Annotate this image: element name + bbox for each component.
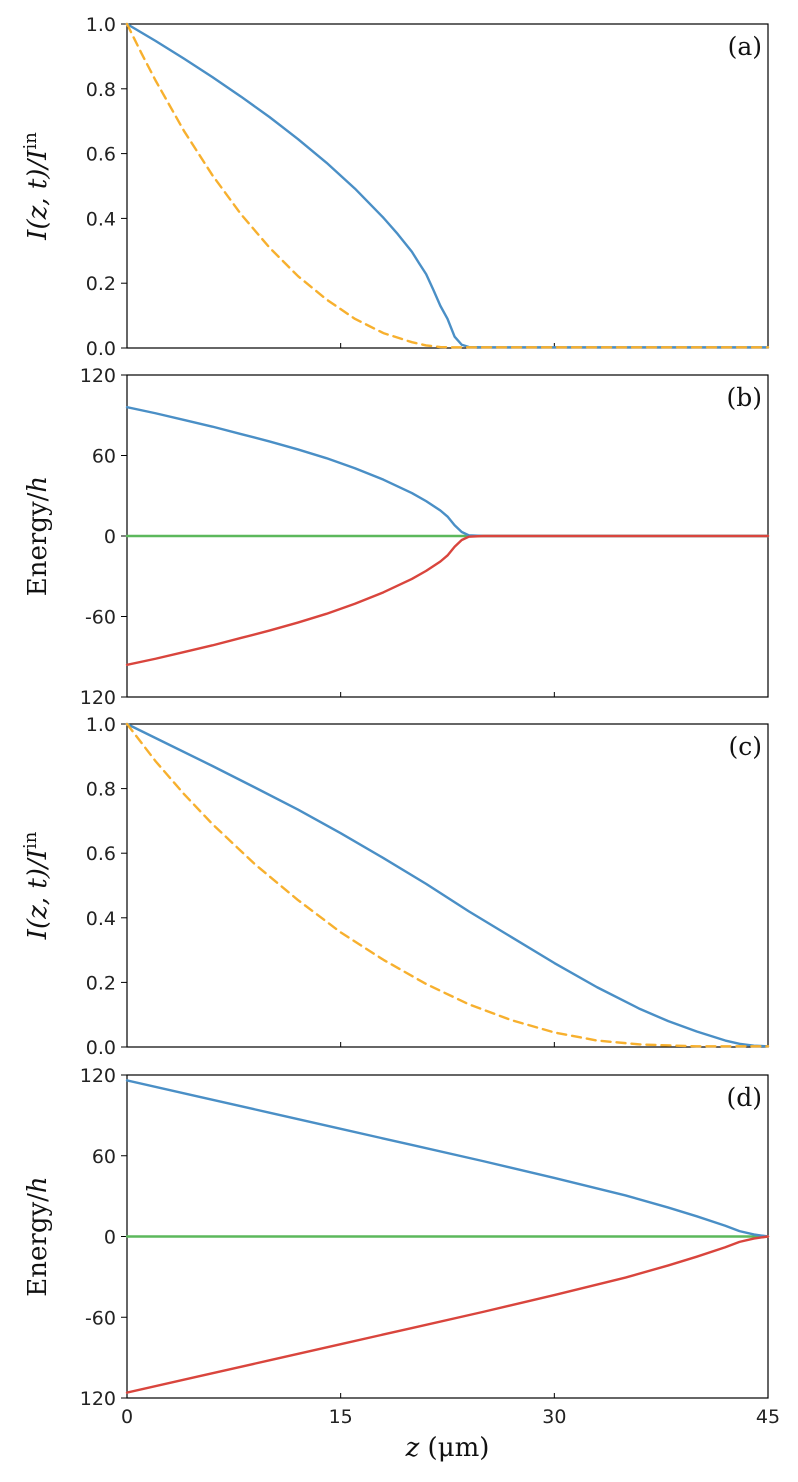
- y-tick-label: 60: [92, 446, 116, 468]
- y-tick-label: -60: [85, 1307, 116, 1329]
- y-tick-label: 0.0: [86, 1037, 116, 1059]
- panel-b-series-lower: [125, 534, 770, 666]
- y-tick-label: 120: [80, 687, 116, 709]
- panel-a: 0.0 0.2 0.4 0.6 0.8 1.0 I(z, t)/Iin (a): [20, 14, 770, 360]
- y-tick-label: 120: [80, 365, 116, 387]
- panel-a-tag: (a): [728, 32, 762, 61]
- x-tick-label: 0: [121, 1406, 133, 1428]
- panel-d: 120 -60 0 60 120 Energy/h (d) 0 15 30 45 z (μm): [23, 1065, 780, 1463]
- panel-b-tag: (b): [726, 383, 762, 412]
- y-tick-label: 60: [92, 1146, 116, 1168]
- y-tick-label: 0.4: [86, 908, 116, 930]
- panel-c-series-solid: [125, 722, 770, 1048]
- y-tick-label: 0.8: [86, 79, 116, 101]
- y-tick-label: 0.2: [86, 972, 116, 994]
- panel-a-ylabel: I(z, t)/Iin: [20, 132, 53, 241]
- panel-c-tag: (c): [728, 732, 762, 761]
- x-tick-label: 45: [756, 1406, 780, 1428]
- panel-a-series-solid: [125, 22, 770, 349]
- y-tick-label: 1.0: [86, 714, 116, 736]
- panel-c-ylabel: I(z, t)/Iin: [20, 831, 53, 940]
- panel-d-ylabel: Energy/h: [23, 1176, 53, 1296]
- panel-d-series-lower: [125, 1235, 770, 1394]
- y-tick-label: 0.6: [86, 843, 116, 865]
- panel-b-series-upper: [125, 406, 770, 538]
- y-tick-label: 0.8: [86, 779, 116, 801]
- y-tick-label: 0.0: [86, 338, 116, 360]
- panel-b-ylabel: Energy/h: [23, 476, 53, 596]
- y-tick-label: 0: [104, 1227, 116, 1249]
- y-tick-label: 0: [104, 526, 116, 548]
- panel-c-frame: [126, 723, 769, 1048]
- panel-a-series-dashed: [125, 22, 770, 349]
- panels: 0.0 0.2 0.4 0.6 0.8 1.0 I(z, t)/Iin (a) 120 -60 0 6…: [20, 14, 780, 1463]
- y-tick-label: 0.2: [86, 273, 116, 295]
- panel-c: 0.0 0.2 0.4 0.6 0.8 1.0 I(z, t)/Iin (c): [20, 714, 770, 1059]
- panel-b: 120 -60 0 60 120 Energy/h (b): [23, 365, 770, 709]
- x-axis-label: z (μm): [405, 1433, 490, 1463]
- y-tick-label: -60: [85, 607, 116, 629]
- panel-d-series-upper: [125, 1079, 770, 1238]
- y-tick-label: 0.4: [86, 208, 116, 230]
- y-tick-label: 120: [80, 1065, 116, 1087]
- y-tick-label: 120: [80, 1388, 116, 1410]
- x-tick-label: 30: [542, 1406, 566, 1428]
- x-tick-label: 15: [329, 1406, 353, 1428]
- y-tick-label: 0.6: [86, 144, 116, 166]
- panel-d-tag: (d): [726, 1083, 762, 1112]
- y-tick-label: 1.0: [86, 14, 116, 36]
- panel-a-frame: [126, 23, 769, 349]
- panel-c-series-dashed: [125, 722, 770, 1048]
